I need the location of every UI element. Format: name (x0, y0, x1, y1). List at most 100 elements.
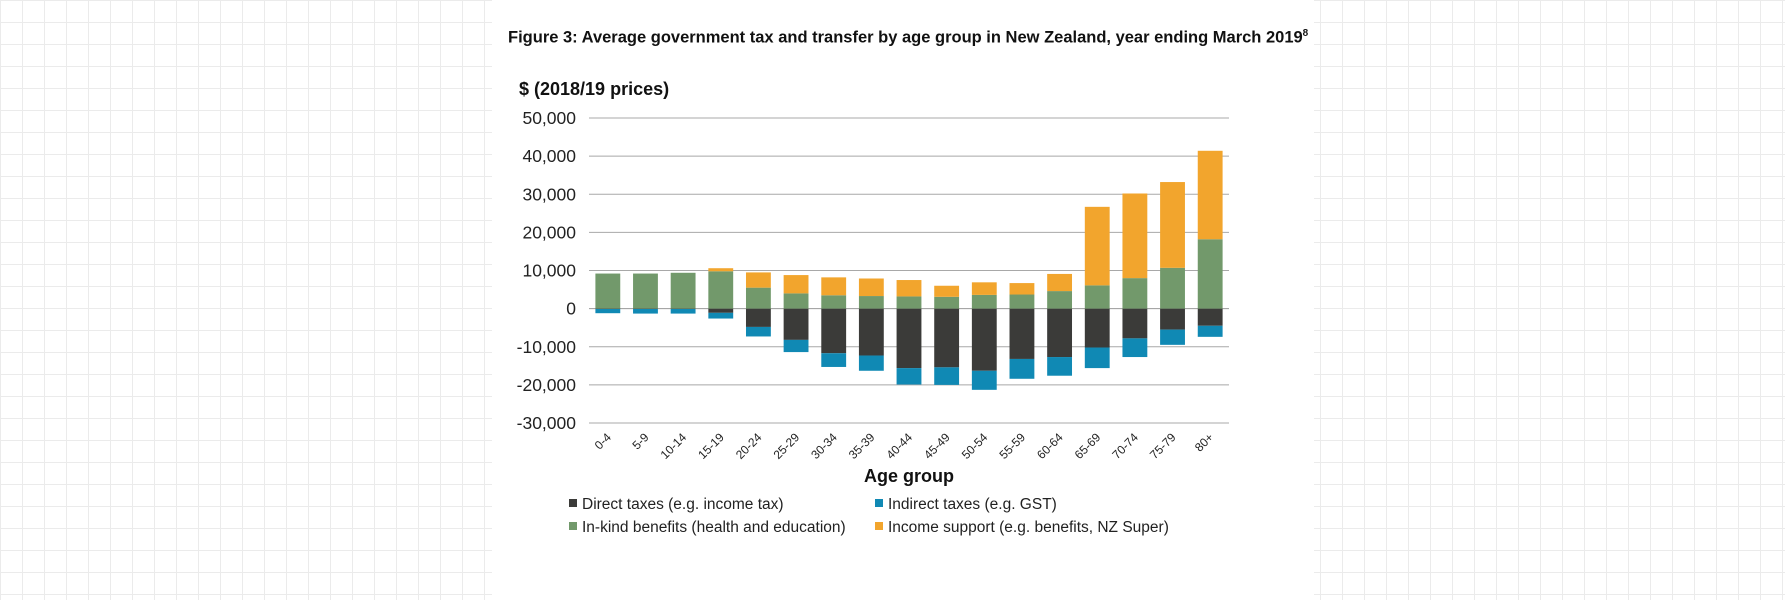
bar-segment-35-39-series-1 (858, 308, 884, 356)
x-tick-label: 75-79 (1147, 430, 1179, 462)
bar-segment-30-34-series-1 (821, 308, 847, 354)
bar-segment-70-74-series-2 (1122, 338, 1148, 358)
bar-segment-20-24-series-4 (745, 272, 771, 288)
bar-segment-45-49-series-1 (934, 308, 960, 368)
bar-segment-75-79-series-4 (1160, 182, 1185, 268)
bar-segment-70-74-series-3 (1122, 278, 1148, 309)
bar-segment-55-59-series-3 (1009, 294, 1035, 309)
x-tick-label: 60-64 (1034, 430, 1066, 462)
legend-label: Income support (e.g. benefits, NZ Super) (888, 519, 1169, 536)
legend-swatch (569, 522, 577, 530)
y-tick-label: 40,000 (522, 146, 576, 166)
bar-segment-5-9-series-2 (633, 309, 658, 314)
y-tick-label: -10,000 (517, 337, 577, 357)
x-tick-label: 30-34 (808, 430, 840, 462)
bar-segment-55-59-series-2 (1009, 358, 1035, 379)
bar-segment-60-64-series-2 (1047, 357, 1073, 376)
x-tick-label: 65-69 (1072, 430, 1104, 462)
bar-segment-50-54-series-4 (971, 282, 997, 295)
bar-segment-80+-series-1 (1197, 308, 1223, 326)
bar-segment-75-79-series-2 (1160, 329, 1185, 345)
bar-segment-25-29-series-4 (783, 275, 809, 294)
bar-segment-75-79-series-3 (1160, 267, 1185, 309)
y-axis-label: $ (2018/19 prices) (519, 79, 669, 99)
bar-segment-35-39-series-2 (858, 355, 884, 371)
bar-segment-65-69-series-4 (1084, 206, 1110, 286)
y-tick-label: 30,000 (522, 184, 576, 204)
bar-segment-75-79-series-1 (1160, 308, 1185, 330)
bar-segment-35-39-series-3 (858, 296, 884, 309)
bar-segment-0-4-series-3 (595, 273, 621, 309)
bar-segment-30-34-series-2 (821, 353, 847, 367)
legend-swatch (875, 522, 883, 530)
bar-segment-30-34-series-4 (821, 277, 847, 296)
bar-segment-5-9-series-3 (633, 273, 658, 309)
bar-segment-20-24-series-1 (745, 308, 771, 327)
x-tick-label: 50-54 (959, 430, 991, 462)
bar-segment-25-29-series-3 (783, 293, 809, 309)
legend-label: Direct taxes (e.g. income tax) (582, 496, 784, 513)
bar-segment-20-24-series-3 (745, 287, 771, 309)
bar-segment-45-49-series-3 (934, 296, 960, 309)
bar-segment-55-59-series-4 (1009, 283, 1035, 295)
bar-segment-65-69-series-1 (1084, 308, 1110, 348)
bar-segment-80+-series-4 (1197, 150, 1223, 240)
bar-segment-50-54-series-2 (971, 370, 997, 390)
bar-segment-65-69-series-3 (1084, 285, 1110, 309)
bar-segment-15-19-series-1 (708, 308, 734, 313)
bar-segment-10-14-series-3 (670, 272, 696, 309)
legend-swatch (569, 499, 577, 507)
y-tick-label: 10,000 (522, 261, 576, 281)
bar-segment-60-64-series-3 (1047, 291, 1073, 309)
bar-segment-80+-series-3 (1197, 239, 1223, 309)
x-tick-label: 10-14 (658, 430, 690, 462)
x-axis-label: Age group (864, 466, 954, 486)
bar-segment-40-44-series-2 (896, 368, 922, 385)
footnote-marker: 8 (1302, 28, 1309, 39)
bar-segment-25-29-series-1 (783, 308, 809, 340)
x-tick-label: 0-4 (592, 430, 614, 452)
legend: Direct taxes (e.g. income tax) Indirect t… (569, 496, 1169, 536)
bar-segment-40-44-series-4 (896, 280, 922, 297)
bar-segment-60-64-series-1 (1047, 308, 1073, 358)
y-tick-label: 20,000 (522, 222, 576, 242)
bar-segment-30-34-series-3 (821, 295, 847, 309)
x-tick-label: 35-39 (846, 430, 878, 462)
bar-segment-80+-series-2 (1197, 325, 1223, 337)
x-tick-label: 15-19 (695, 430, 727, 462)
bar-segment-50-54-series-3 (971, 294, 997, 309)
bar-segment-45-49-series-2 (934, 367, 960, 385)
bar-segment-70-74-series-1 (1122, 308, 1148, 339)
x-tick-label: 55-59 (996, 430, 1028, 462)
bar-segment-40-44-series-1 (896, 308, 922, 369)
bar-segment-15-19-series-3 (708, 271, 734, 309)
bar-segment-15-19-series-2 (708, 312, 734, 319)
y-tick-label: 50,000 (522, 108, 576, 128)
bars (595, 150, 1223, 390)
legend-swatch (875, 499, 883, 507)
legend-label: Indirect taxes (e.g. GST) (888, 496, 1057, 513)
bar-segment-45-49-series-4 (934, 285, 960, 297)
y-tick-label: -30,000 (517, 413, 577, 433)
bar-segment-20-24-series-2 (745, 326, 771, 337)
y-tick-labels: 50,000 40,000 30,000 20,000 10,000 0 -10,000 -2… (517, 108, 577, 433)
bar-segment-60-64-series-4 (1047, 273, 1073, 292)
bar-segment-25-29-series-2 (783, 339, 809, 353)
bar-segment-50-54-series-1 (971, 308, 997, 371)
x-tick-label: 70-74 (1109, 430, 1141, 462)
y-tick-label: -20,000 (517, 375, 577, 395)
bar-segment-15-19-series-4 (708, 268, 734, 272)
figure-title: Figure 3: Average government tax and tra… (508, 28, 1309, 47)
y-tick-label: 0 (566, 299, 576, 319)
x-tick-label: 5-9 (629, 430, 651, 452)
legend-label: In-kind benefits (health and education) (582, 519, 846, 536)
bar-segment-55-59-series-1 (1009, 308, 1035, 359)
x-tick-label: 20-24 (733, 430, 765, 462)
x-tick-label: 25-29 (771, 430, 803, 462)
gridlines (589, 117, 1229, 424)
x-tick-labels: 0-4 5-9 10-14 15-19 20-24 25-29 30-34 35-39 40-4… (592, 430, 1217, 462)
bar-segment-65-69-series-2 (1084, 347, 1110, 369)
bar-segment-35-39-series-4 (858, 278, 884, 297)
bar-segment-0-4-series-2 (595, 309, 621, 314)
